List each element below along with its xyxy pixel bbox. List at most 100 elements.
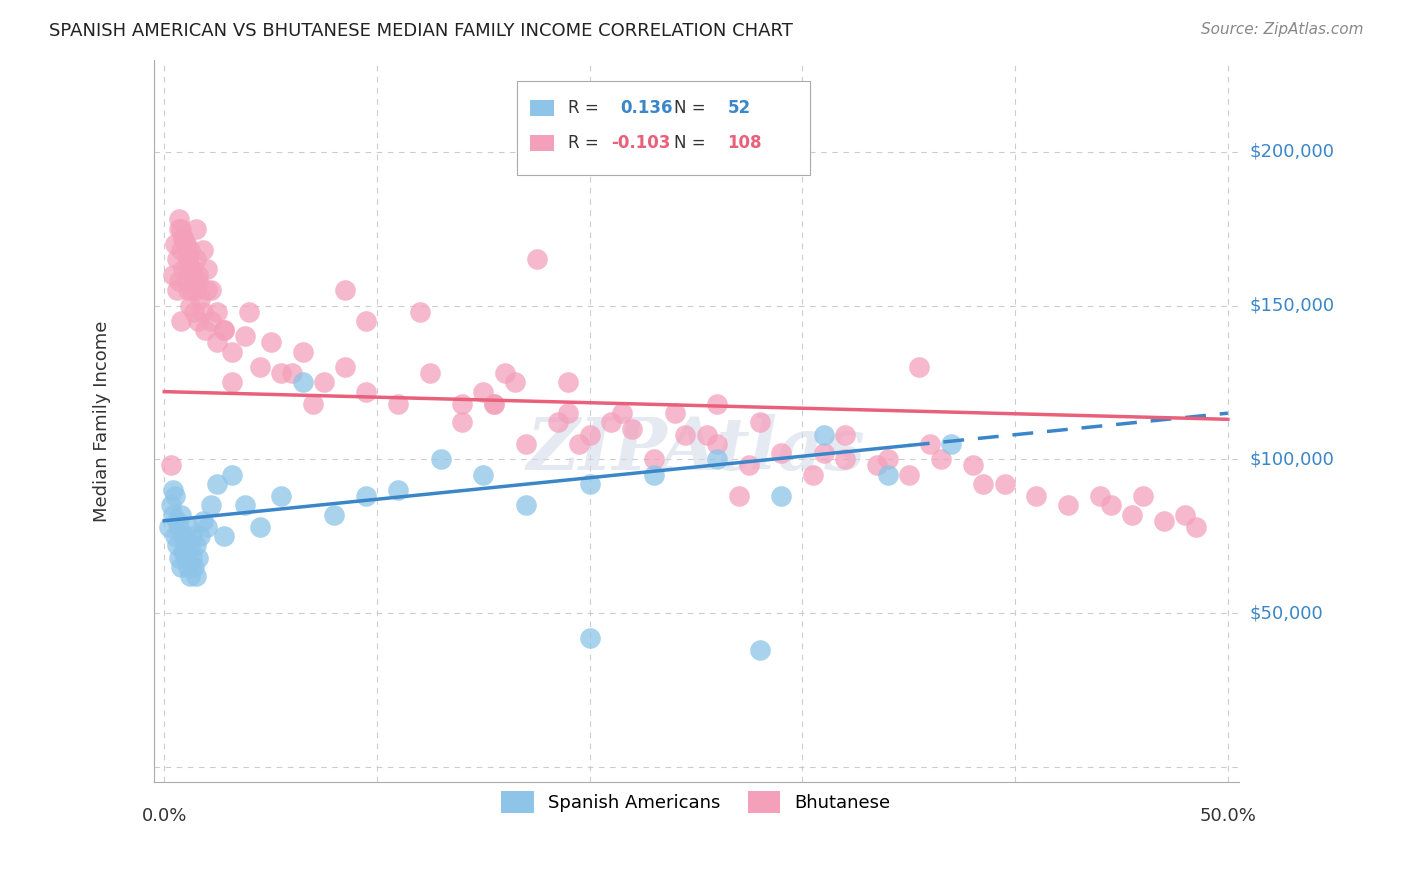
Point bbox=[167, 212, 190, 227]
Point bbox=[494, 366, 516, 380]
Text: N =: N = bbox=[675, 99, 711, 117]
Point bbox=[515, 437, 537, 451]
Text: $50,000: $50,000 bbox=[1250, 604, 1323, 622]
Text: R =: R = bbox=[568, 99, 605, 117]
Point bbox=[181, 261, 204, 276]
Point bbox=[270, 366, 292, 380]
Text: SPANISH AMERICAN VS BHUTANESE MEDIAN FAMILY INCOME CORRELATION CHART: SPANISH AMERICAN VS BHUTANESE MEDIAN FAM… bbox=[49, 22, 793, 40]
Point bbox=[212, 529, 235, 543]
Point bbox=[186, 221, 208, 235]
Point bbox=[166, 252, 188, 267]
Point bbox=[503, 376, 526, 390]
Point bbox=[387, 397, 409, 411]
Text: -0.103: -0.103 bbox=[612, 134, 671, 152]
Point bbox=[270, 489, 292, 503]
Point bbox=[181, 261, 204, 276]
Point bbox=[183, 304, 205, 318]
Point bbox=[1121, 508, 1143, 522]
Point bbox=[972, 476, 994, 491]
Point bbox=[578, 631, 600, 645]
Point bbox=[748, 416, 770, 430]
Point bbox=[897, 467, 920, 482]
Point bbox=[408, 304, 430, 318]
Point bbox=[356, 489, 378, 503]
Point bbox=[170, 221, 193, 235]
Text: $200,000: $200,000 bbox=[1250, 143, 1334, 161]
Point bbox=[170, 244, 193, 258]
Point bbox=[834, 427, 856, 442]
Point bbox=[920, 437, 942, 451]
Point bbox=[174, 274, 197, 288]
Point bbox=[186, 569, 208, 583]
Point bbox=[993, 476, 1015, 491]
Point bbox=[866, 458, 889, 473]
Point bbox=[176, 283, 198, 297]
Point bbox=[166, 538, 188, 552]
Point bbox=[174, 237, 197, 252]
Point bbox=[170, 508, 193, 522]
Point bbox=[191, 514, 214, 528]
Point bbox=[547, 416, 569, 430]
Point bbox=[181, 550, 204, 565]
Point bbox=[157, 520, 180, 534]
Text: R =: R = bbox=[568, 134, 605, 152]
Point bbox=[1174, 508, 1197, 522]
Point bbox=[179, 244, 201, 258]
Text: $100,000: $100,000 bbox=[1250, 450, 1334, 468]
Point bbox=[162, 508, 184, 522]
Point bbox=[179, 261, 201, 276]
Text: 108: 108 bbox=[727, 134, 762, 152]
Point bbox=[727, 489, 749, 503]
Point bbox=[200, 499, 222, 513]
Point bbox=[186, 252, 208, 267]
Point bbox=[748, 643, 770, 657]
Point bbox=[159, 499, 181, 513]
Point bbox=[568, 437, 591, 451]
Point bbox=[557, 376, 579, 390]
Point bbox=[557, 406, 579, 420]
Point bbox=[472, 467, 495, 482]
Point bbox=[163, 529, 186, 543]
Point bbox=[221, 467, 243, 482]
Bar bbox=[530, 100, 554, 116]
Point bbox=[194, 323, 217, 337]
Point bbox=[200, 314, 222, 328]
Point bbox=[162, 483, 184, 497]
Text: N =: N = bbox=[675, 134, 711, 152]
Text: 52: 52 bbox=[727, 99, 751, 117]
Point bbox=[212, 323, 235, 337]
Point bbox=[174, 550, 197, 565]
Point bbox=[170, 560, 193, 574]
Point bbox=[221, 344, 243, 359]
Point bbox=[482, 397, 505, 411]
Point bbox=[451, 416, 474, 430]
Point bbox=[696, 427, 718, 442]
Point bbox=[621, 421, 644, 435]
Point bbox=[195, 283, 218, 297]
Point bbox=[181, 283, 204, 297]
Point bbox=[472, 384, 495, 399]
Text: $150,000: $150,000 bbox=[1250, 296, 1334, 315]
Point bbox=[249, 359, 271, 374]
Point bbox=[610, 406, 633, 420]
Point bbox=[600, 416, 623, 430]
Point bbox=[167, 550, 190, 565]
Point bbox=[190, 293, 212, 307]
Point bbox=[195, 520, 218, 534]
Point bbox=[200, 283, 222, 297]
Point bbox=[1025, 489, 1047, 503]
Point bbox=[526, 252, 548, 267]
Point bbox=[1132, 489, 1154, 503]
Point bbox=[167, 274, 190, 288]
Point bbox=[578, 476, 600, 491]
Point bbox=[170, 314, 193, 328]
Point bbox=[356, 384, 378, 399]
Point bbox=[186, 283, 208, 297]
Point bbox=[1090, 489, 1112, 503]
Bar bbox=[530, 135, 554, 151]
Point bbox=[801, 467, 824, 482]
Point bbox=[183, 560, 205, 574]
Point bbox=[179, 569, 201, 583]
Point bbox=[207, 335, 229, 350]
Point bbox=[174, 538, 197, 552]
